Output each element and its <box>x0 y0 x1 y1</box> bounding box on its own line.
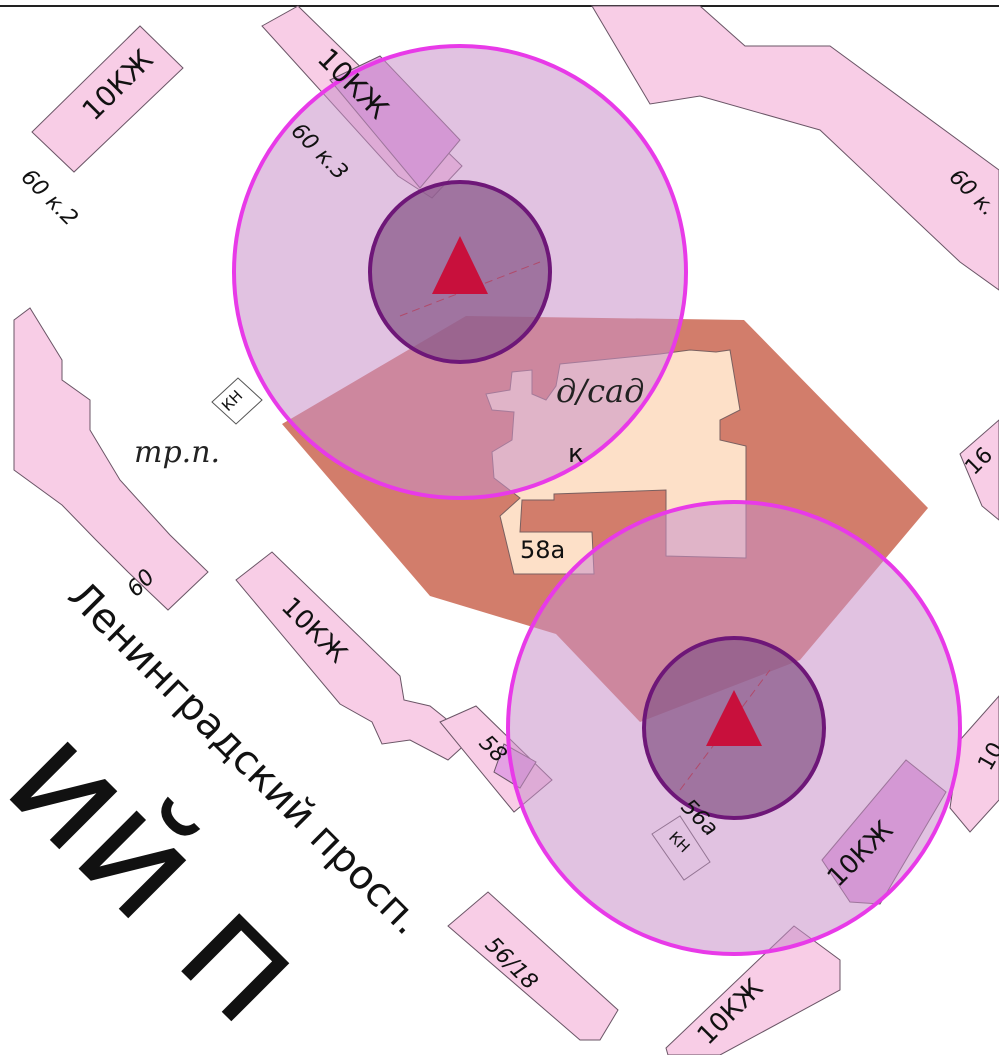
label-transformer: тр.п. <box>134 435 220 470</box>
building-kn-left <box>211 377 263 425</box>
antenna-marker-top[interactable] <box>432 236 488 294</box>
building-56-18 <box>447 891 619 1041</box>
building-10kzh-top-left <box>31 25 184 173</box>
building-60-left <box>13 307 209 611</box>
guide-line-bottom <box>679 669 771 791</box>
building-60k-right <box>591 5 999 291</box>
label-kindergarten: д/сад <box>556 372 644 410</box>
building-16 <box>959 419 999 521</box>
label-zone-letter: к <box>568 439 584 469</box>
large-street-fragment: ий п <box>0 692 339 1055</box>
antenna-marker-bottom[interactable] <box>706 690 762 746</box>
building-10-right <box>949 695 999 833</box>
label-b10: 58а <box>520 536 565 564</box>
label-b4: 60 к.2 <box>16 165 83 232</box>
